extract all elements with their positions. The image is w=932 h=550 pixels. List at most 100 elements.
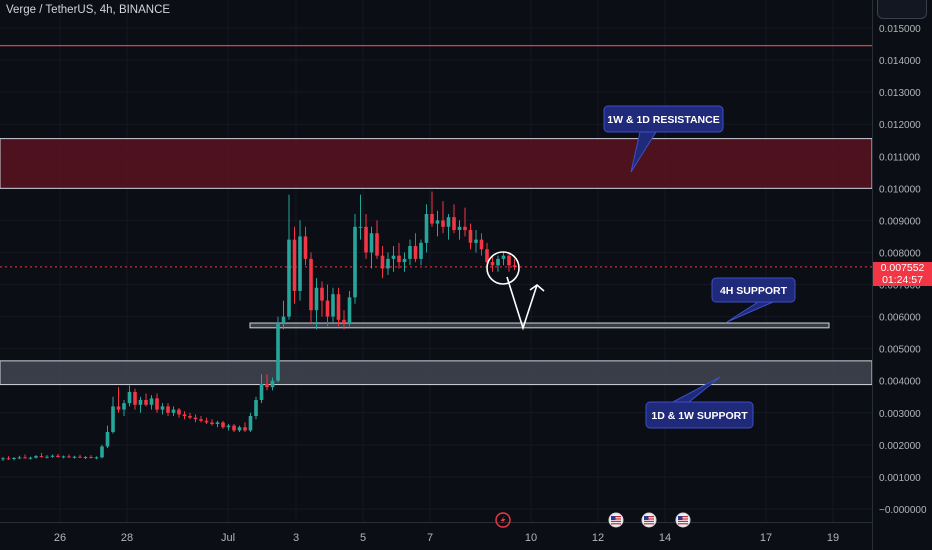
candle-body[interactable] <box>78 456 82 458</box>
candle-body[interactable] <box>463 226 467 231</box>
candle-body[interactable] <box>221 422 225 428</box>
candle-body[interactable] <box>347 297 352 324</box>
candle-body[interactable] <box>270 380 275 388</box>
candle-body[interactable] <box>325 300 330 317</box>
candle-body[interactable] <box>67 456 71 458</box>
candle-body[interactable] <box>314 287 319 311</box>
candle-body[interactable] <box>402 258 407 263</box>
candle-body[interactable] <box>215 422 220 425</box>
candle-body[interactable] <box>39 456 44 458</box>
flash-icon[interactable] <box>495 512 511 528</box>
price-axis[interactable]: 0.015000 0.014000 0.013000 0.012000 0.011000… <box>872 0 927 550</box>
us-flag-icon[interactable] <box>608 512 624 528</box>
candle-body[interactable] <box>391 255 396 259</box>
candle-body[interactable] <box>210 422 214 425</box>
zone-support-1d-1w[interactable] <box>0 360 873 386</box>
us-flag-icon[interactable] <box>675 512 691 528</box>
candle-body[interactable] <box>408 246 412 259</box>
candle-body[interactable] <box>320 287 324 301</box>
candle-body[interactable] <box>243 427 247 431</box>
candle-body[interactable] <box>441 220 445 227</box>
candle-body[interactable] <box>17 457 22 459</box>
candle-body[interactable] <box>116 406 121 410</box>
candle-body[interactable] <box>94 457 99 459</box>
candle-body[interactable] <box>254 399 258 417</box>
candle-body[interactable] <box>309 258 313 311</box>
zone-support-4h[interactable] <box>249 322 830 329</box>
candle-body[interactable] <box>265 383 269 388</box>
candle-body[interactable] <box>237 427 242 431</box>
candle-body[interactable] <box>413 246 418 259</box>
candle-body[interactable] <box>226 425 231 428</box>
us-flag-icon[interactable] <box>641 512 657 528</box>
candle-body[interactable] <box>375 233 379 256</box>
candle-body[interactable] <box>155 398 159 410</box>
candle-body[interactable] <box>12 458 16 460</box>
candle-body[interactable] <box>386 258 390 269</box>
candle-body[interactable] <box>193 417 198 420</box>
candle-body[interactable] <box>468 230 473 243</box>
candle-body[interactable] <box>336 294 341 320</box>
candle-body[interactable] <box>292 239 297 291</box>
candle-body[interactable] <box>490 262 495 266</box>
highlight-circle[interactable] <box>486 251 520 285</box>
projection-path[interactable] <box>506 276 538 331</box>
zone-resistance[interactable] <box>0 138 873 189</box>
candle-body[interactable] <box>160 406 165 410</box>
candle-body[interactable] <box>171 409 176 413</box>
candle-body[interactable] <box>100 446 104 458</box>
candle-body[interactable] <box>457 226 462 231</box>
candle-body[interactable] <box>138 399 143 405</box>
candle-body[interactable] <box>122 403 126 410</box>
candle-body[interactable] <box>56 455 60 458</box>
candle-body[interactable] <box>28 457 33 459</box>
candle-body[interactable] <box>303 236 308 259</box>
candle-body[interactable] <box>364 226 368 253</box>
candle-body[interactable] <box>248 416 253 431</box>
candle-body[interactable] <box>501 255 506 259</box>
candle-body[interactable] <box>342 319 346 324</box>
candle-body[interactable] <box>276 323 280 381</box>
top-right-widget[interactable] <box>877 0 927 19</box>
candle-body[interactable] <box>287 239 291 317</box>
candle-body[interactable] <box>166 406 170 413</box>
candle-body[interactable] <box>177 409 181 415</box>
candle-body[interactable] <box>358 226 363 228</box>
candle-body[interactable] <box>45 456 49 458</box>
candle-body[interactable] <box>435 220 440 224</box>
candle-body[interactable] <box>149 398 154 405</box>
candle-body[interactable] <box>127 391 132 404</box>
candle-body[interactable] <box>199 419 203 421</box>
candle-body[interactable] <box>281 316 286 324</box>
candle-body[interactable] <box>111 406 115 433</box>
candle-body[interactable] <box>72 456 77 458</box>
candle-body[interactable] <box>446 217 451 227</box>
candle-body[interactable] <box>397 255 401 263</box>
candle-body[interactable] <box>83 457 88 459</box>
candle-body[interactable] <box>331 294 335 317</box>
candle-body[interactable] <box>50 455 55 457</box>
candle-body[interactable] <box>485 249 489 263</box>
candle-body[interactable] <box>479 239 484 250</box>
candle-body[interactable] <box>380 255 385 269</box>
candle-body[interactable] <box>61 456 66 458</box>
candle-body[interactable] <box>452 217 456 231</box>
candle-body[interactable] <box>512 265 517 267</box>
callout-box[interactable] <box>711 277 796 303</box>
callout-box[interactable] <box>645 401 754 429</box>
candle-body[interactable] <box>6 458 11 460</box>
candle-body[interactable] <box>188 416 192 418</box>
candle-body[interactable] <box>89 457 93 459</box>
candle-body[interactable] <box>105 432 110 447</box>
candle-body[interactable] <box>298 236 302 291</box>
candle-body[interactable] <box>507 255 511 266</box>
candle-body[interactable] <box>204 420 209 423</box>
candle-body[interactable] <box>474 239 478 243</box>
candle-body[interactable] <box>430 213 434 224</box>
candle-body[interactable] <box>496 258 500 266</box>
candle-body[interactable] <box>144 399 148 405</box>
candle-body[interactable] <box>424 213 429 243</box>
candle-body[interactable] <box>419 242 423 259</box>
candle-body[interactable] <box>232 425 236 431</box>
